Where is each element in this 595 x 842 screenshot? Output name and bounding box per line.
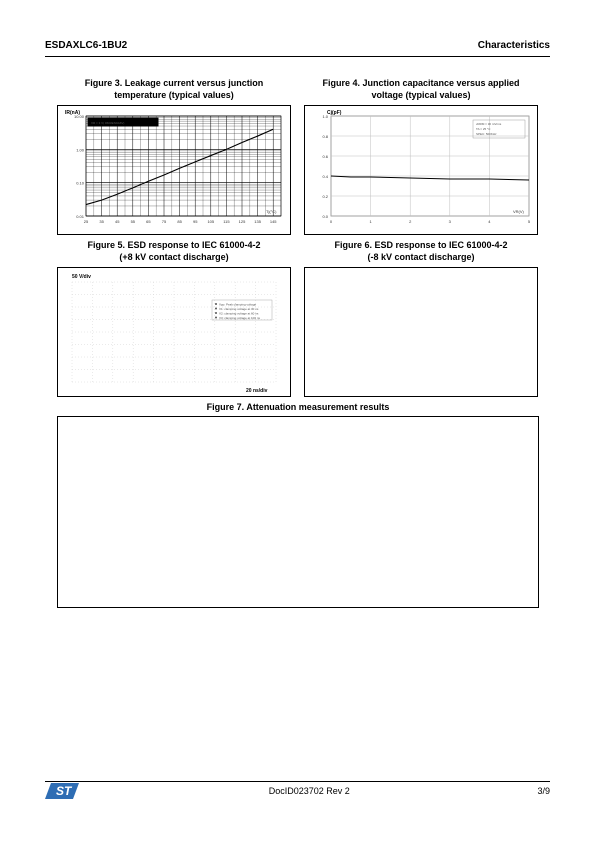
figure-7: Figure 7. Attenuation measurement result… [58,402,538,608]
header-left: ESDAXLC6-1BU2 [45,40,127,51]
fig4-chart: 0.00.20.40.60.81.0012345Cj(pF)VR(V)vRRM … [305,106,537,234]
doc-id: DocID023702 Rev 2 [269,786,350,796]
header-right: Characteristics [478,40,550,51]
svg-text:TA = 25 °C: TA = 25 °C [476,127,491,131]
svg-text:Vpp: Peak clamping voltage: Vpp: Peak clamping voltage [219,303,257,307]
fig4-title1: Figure 4. Junction capacitance versus ap… [322,78,519,88]
svg-text:0.4: 0.4 [322,174,328,179]
page-number: 3/9 [537,786,550,796]
svg-text:20 ns/div: 20 ns/div [246,388,268,394]
svg-text:0.10: 0.10 [76,181,85,186]
svg-text:SPEC: 500KHz: SPEC: 500KHz [476,132,497,136]
fig6-chart [305,268,537,396]
svg-text:95: 95 [193,219,198,224]
svg-text:2: 2 [409,219,412,224]
fig7-chart [58,417,538,607]
svg-text:3: 3 [449,219,452,224]
fig6-title2: (-8 kV contact discharge) [367,252,474,262]
svg-text:65: 65 [146,219,151,224]
svg-text:Tj(°C): Tj(°C) [266,209,277,214]
svg-text:125: 125 [239,219,246,224]
fig5-chart: 50 V/div 20 ns/div Vpp: Peak clamping volt… [58,268,290,396]
header-rule [45,56,550,57]
figure-4: Figure 4. Junction capacitance versus ap… [305,78,537,235]
svg-text:4: 4 [488,219,491,224]
figure-3: Figure 3. Leakage current versus junctio… [58,78,290,235]
svg-text:135: 135 [254,219,261,224]
fig5-title1: Figure 5. ESD response to IEC 61000-4-2 [87,240,260,250]
svg-text:ST: ST [56,784,73,798]
figure-6: Figure 6. ESD response to IEC 61000-4-2 … [305,240,537,397]
fig3-title1: Figure 3. Leakage current versus junctio… [85,78,264,88]
svg-text:0: 0 [330,219,333,224]
fig5-title2: (+8 kV contact discharge) [119,252,228,262]
svg-text:V1: clamping voltage at 30 ns: V1: clamping voltage at 30 ns [219,307,259,311]
svg-text:0.0: 0.0 [322,214,328,219]
svg-text:55: 55 [131,219,136,224]
svg-text:50 V/div: 50 V/div [72,274,91,280]
fig7-title: Figure 7. Attenuation measurement result… [207,402,390,412]
svg-text:V3: clamping voltage at 100 ns: V3: clamping voltage at 100 ns [219,316,261,320]
svg-text:1: 1 [369,219,372,224]
svg-text:75: 75 [162,219,167,224]
svg-text:VR(V): VR(V) [513,209,525,214]
svg-text:0.8: 0.8 [322,134,328,139]
svg-text:115: 115 [223,219,230,224]
svg-text:Cj(pF): Cj(pF) [327,110,342,116]
svg-text:85: 85 [177,219,182,224]
svg-text:25: 25 [84,219,89,224]
svg-text:1.00: 1.00 [76,148,85,153]
fig3-chart: 0.010.101.0010.0025354555657585951051151… [58,106,290,234]
fig4-title2: voltage (typical values) [371,90,470,100]
svg-text:35: 35 [99,219,104,224]
svg-text:vRRM = 30 mVrms: vRRM = 30 mVrms [476,122,502,126]
svg-text:145: 145 [270,219,277,224]
svg-text:IR(nA): IR(nA) [65,110,80,116]
svg-text:45: 45 [115,219,120,224]
svg-text:0.6: 0.6 [322,154,328,159]
svg-text:0.2: 0.2 [322,194,328,199]
svg-text:VR = 3 V( 0603ESDA6V): VR = 3 V( 0603ESDA6V) [91,121,124,125]
figure-5: Figure 5. ESD response to IEC 61000-4-2 … [58,240,290,397]
svg-text:105: 105 [207,219,214,224]
fig3-title2: temperature (typical values) [114,90,234,100]
st-logo: ST [45,780,81,802]
svg-text:5: 5 [528,219,531,224]
fig6-title1: Figure 6. ESD response to IEC 61000-4-2 [334,240,507,250]
svg-text:V2: clamping voltage at 60 ns: V2: clamping voltage at 60 ns [219,312,259,316]
